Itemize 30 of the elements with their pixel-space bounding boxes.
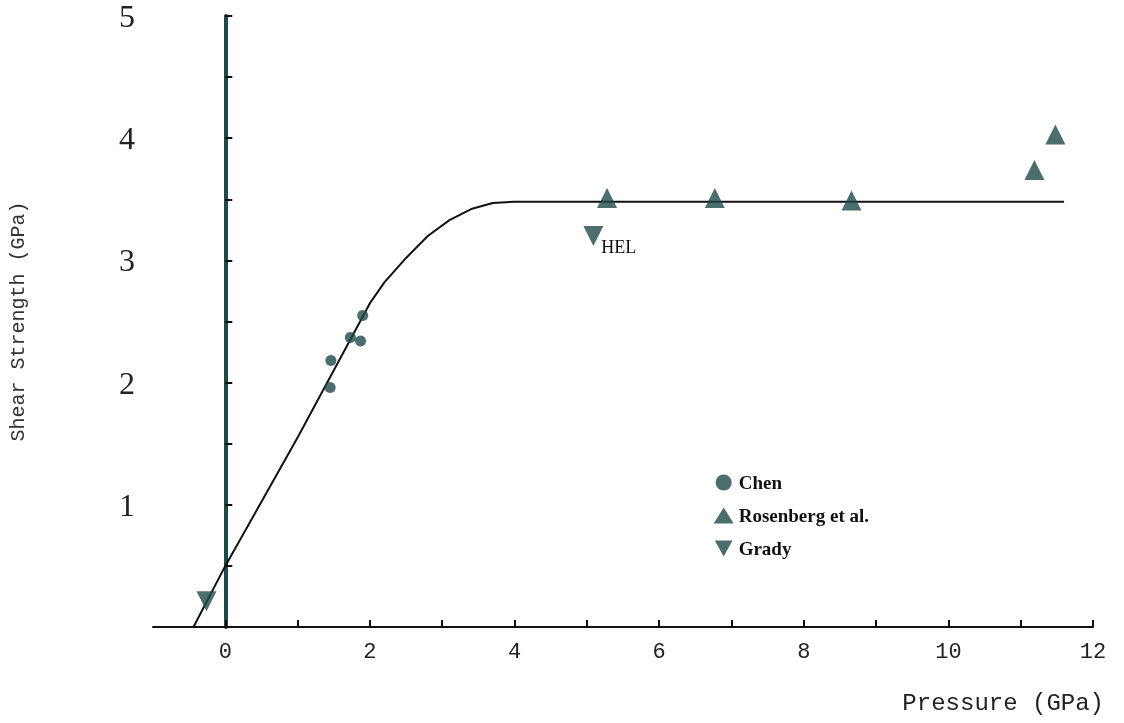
legend-label: Chen — [738, 472, 783, 493]
point — [1024, 159, 1045, 180]
legend-label: Rosenberg et al. — [738, 505, 870, 526]
y-tick-label: 1 — [119, 486, 135, 523]
legend-label: Grady — [738, 538, 792, 559]
point — [597, 188, 618, 209]
annotation: HEL — [601, 236, 637, 257]
y-tick-label: 4 — [119, 120, 135, 157]
point — [325, 355, 337, 367]
point — [357, 309, 369, 321]
x-axis-title: Pressure (GPa) — [902, 689, 1105, 717]
point — [324, 381, 336, 393]
x-tick-label: 10 — [935, 639, 962, 665]
x-tick-label: 12 — [1079, 639, 1107, 665]
y-axis-title: Shear Strength (GPa) — [6, 201, 30, 442]
point — [1045, 124, 1066, 145]
point — [583, 225, 604, 246]
x-tick-label: 4 — [507, 639, 522, 665]
point — [344, 331, 356, 343]
x-tick-label: 8 — [797, 639, 811, 665]
y-tick-label: 3 — [119, 242, 135, 279]
point — [704, 188, 725, 209]
point — [196, 591, 217, 612]
point — [355, 335, 367, 347]
x-tick-label: 0 — [218, 639, 232, 665]
x-tick-label: 6 — [652, 639, 666, 665]
y-tick-label: 5 — [119, 0, 135, 34]
point — [841, 190, 862, 211]
x-tick-label: 2 — [363, 639, 377, 665]
y-tick-label: 2 — [119, 364, 135, 401]
